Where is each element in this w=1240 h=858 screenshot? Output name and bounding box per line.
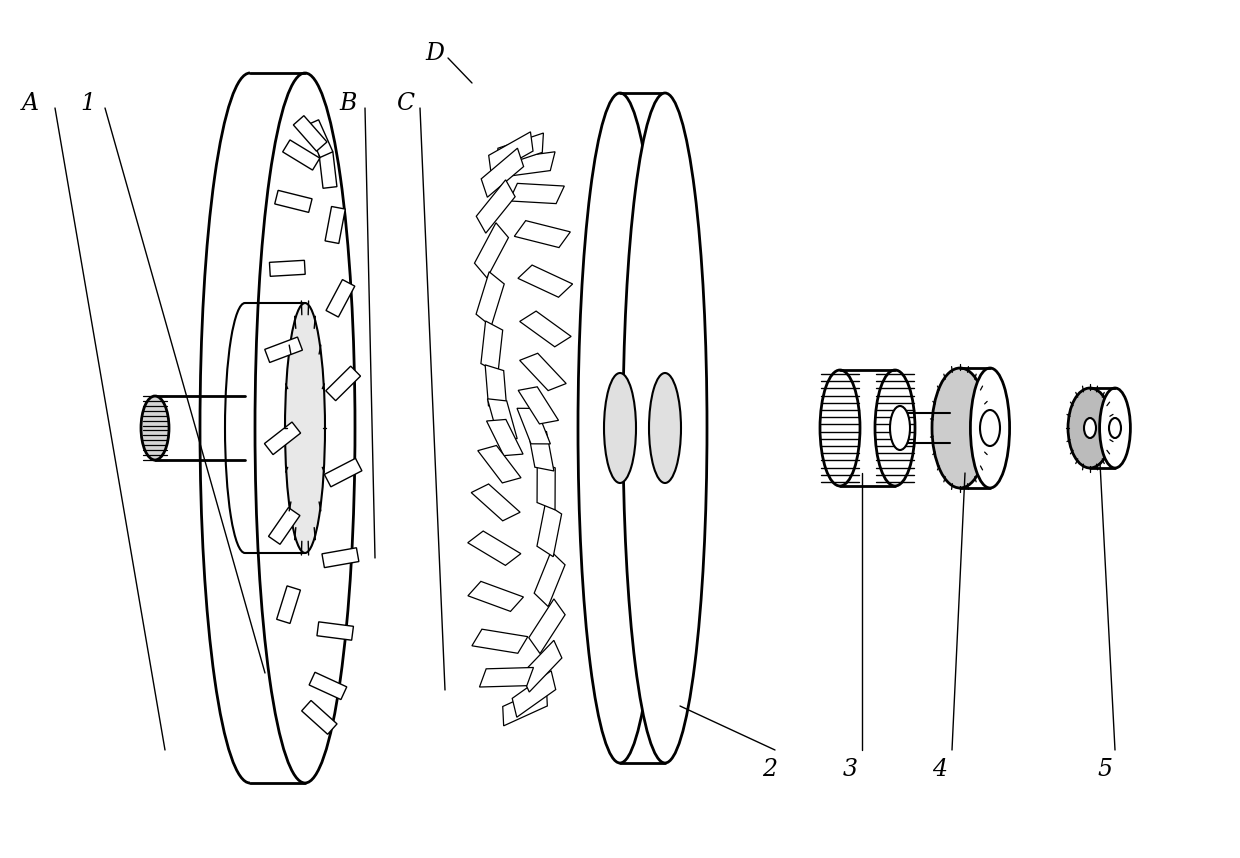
Polygon shape (269, 508, 300, 544)
Polygon shape (471, 484, 520, 521)
Ellipse shape (622, 93, 707, 763)
Polygon shape (467, 582, 523, 612)
Polygon shape (510, 184, 564, 203)
Ellipse shape (649, 373, 681, 483)
Text: C: C (396, 92, 414, 114)
Polygon shape (527, 428, 554, 471)
Text: 4: 4 (932, 758, 947, 782)
Polygon shape (265, 337, 303, 362)
Text: 3: 3 (842, 758, 858, 782)
Polygon shape (477, 445, 521, 483)
Polygon shape (520, 311, 572, 347)
Polygon shape (534, 552, 565, 607)
Polygon shape (481, 148, 523, 197)
Polygon shape (326, 366, 361, 401)
Polygon shape (512, 671, 556, 717)
Ellipse shape (875, 370, 915, 486)
Text: A: A (21, 92, 38, 114)
Polygon shape (301, 700, 337, 734)
Polygon shape (317, 622, 353, 640)
Polygon shape (322, 547, 358, 568)
Polygon shape (520, 353, 567, 390)
Polygon shape (489, 132, 533, 174)
Polygon shape (537, 504, 562, 557)
Polygon shape (264, 422, 300, 455)
Polygon shape (309, 673, 347, 699)
Ellipse shape (141, 396, 169, 460)
Ellipse shape (971, 368, 1009, 488)
Ellipse shape (255, 73, 355, 783)
Ellipse shape (1068, 388, 1112, 468)
Polygon shape (476, 272, 505, 326)
Polygon shape (319, 152, 337, 188)
Polygon shape (481, 321, 502, 372)
Polygon shape (517, 408, 551, 444)
Polygon shape (294, 116, 327, 151)
Polygon shape (528, 599, 565, 654)
Polygon shape (502, 686, 547, 726)
Text: 1: 1 (81, 92, 95, 114)
Polygon shape (487, 399, 517, 438)
Polygon shape (521, 640, 562, 692)
Text: 5: 5 (1097, 758, 1112, 782)
Ellipse shape (980, 410, 999, 446)
Polygon shape (503, 152, 556, 177)
Polygon shape (486, 420, 523, 456)
Text: 2: 2 (763, 758, 777, 782)
Polygon shape (537, 461, 556, 510)
Polygon shape (475, 223, 508, 278)
Ellipse shape (1084, 418, 1096, 438)
Polygon shape (485, 365, 507, 412)
Text: D: D (425, 41, 444, 64)
Ellipse shape (604, 373, 636, 483)
Polygon shape (306, 120, 332, 158)
Polygon shape (325, 458, 362, 486)
Ellipse shape (820, 370, 861, 486)
Polygon shape (277, 586, 300, 624)
Polygon shape (476, 180, 515, 233)
Polygon shape (472, 629, 528, 653)
Polygon shape (269, 260, 305, 276)
Polygon shape (326, 280, 355, 317)
Text: B: B (340, 92, 357, 114)
Ellipse shape (1109, 418, 1121, 438)
Ellipse shape (890, 406, 910, 450)
Ellipse shape (578, 93, 662, 763)
Ellipse shape (285, 303, 325, 553)
Polygon shape (283, 140, 320, 170)
Polygon shape (518, 265, 573, 297)
Polygon shape (275, 190, 312, 213)
Polygon shape (515, 221, 570, 248)
Polygon shape (497, 133, 543, 167)
Polygon shape (518, 387, 558, 424)
Ellipse shape (932, 368, 988, 488)
Polygon shape (325, 207, 345, 244)
Polygon shape (467, 531, 521, 565)
Polygon shape (480, 668, 533, 687)
Ellipse shape (1100, 388, 1131, 468)
